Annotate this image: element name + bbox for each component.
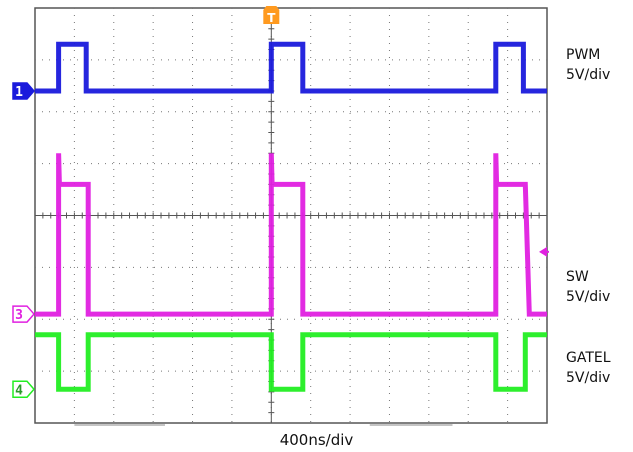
- pwm-name: PWM: [566, 47, 601, 63]
- trigger-marker: T: [263, 6, 280, 25]
- channel-marker-label: 3: [15, 308, 23, 323]
- sw-scale: 5V/div: [566, 289, 611, 305]
- pwm-scale: 5V/div: [566, 67, 611, 83]
- channel-marker-1: 1: [12, 82, 35, 100]
- trace-sw: [35, 153, 547, 317]
- gatel-scale: 5V/div: [566, 370, 611, 386]
- channel-marker-label: 1: [15, 85, 23, 100]
- trace-gatel: [35, 332, 547, 392]
- pwm-label: PWM 5V/div: [566, 45, 610, 85]
- gatel-name: GATEL: [566, 350, 611, 366]
- channel-marker-3: 3: [12, 305, 35, 323]
- channel-marker-label: 4: [15, 383, 23, 398]
- timebase-label: 400ns/div: [279, 431, 354, 449]
- sw-name: SW: [566, 269, 589, 285]
- channel-marker-4: 4: [12, 380, 35, 398]
- trace-pwm: [35, 41, 547, 94]
- trigger-marker-label: T: [267, 11, 276, 25]
- sw-label: SW 5V/div: [566, 267, 610, 307]
- gatel-label: GATEL 5V/div: [566, 348, 611, 388]
